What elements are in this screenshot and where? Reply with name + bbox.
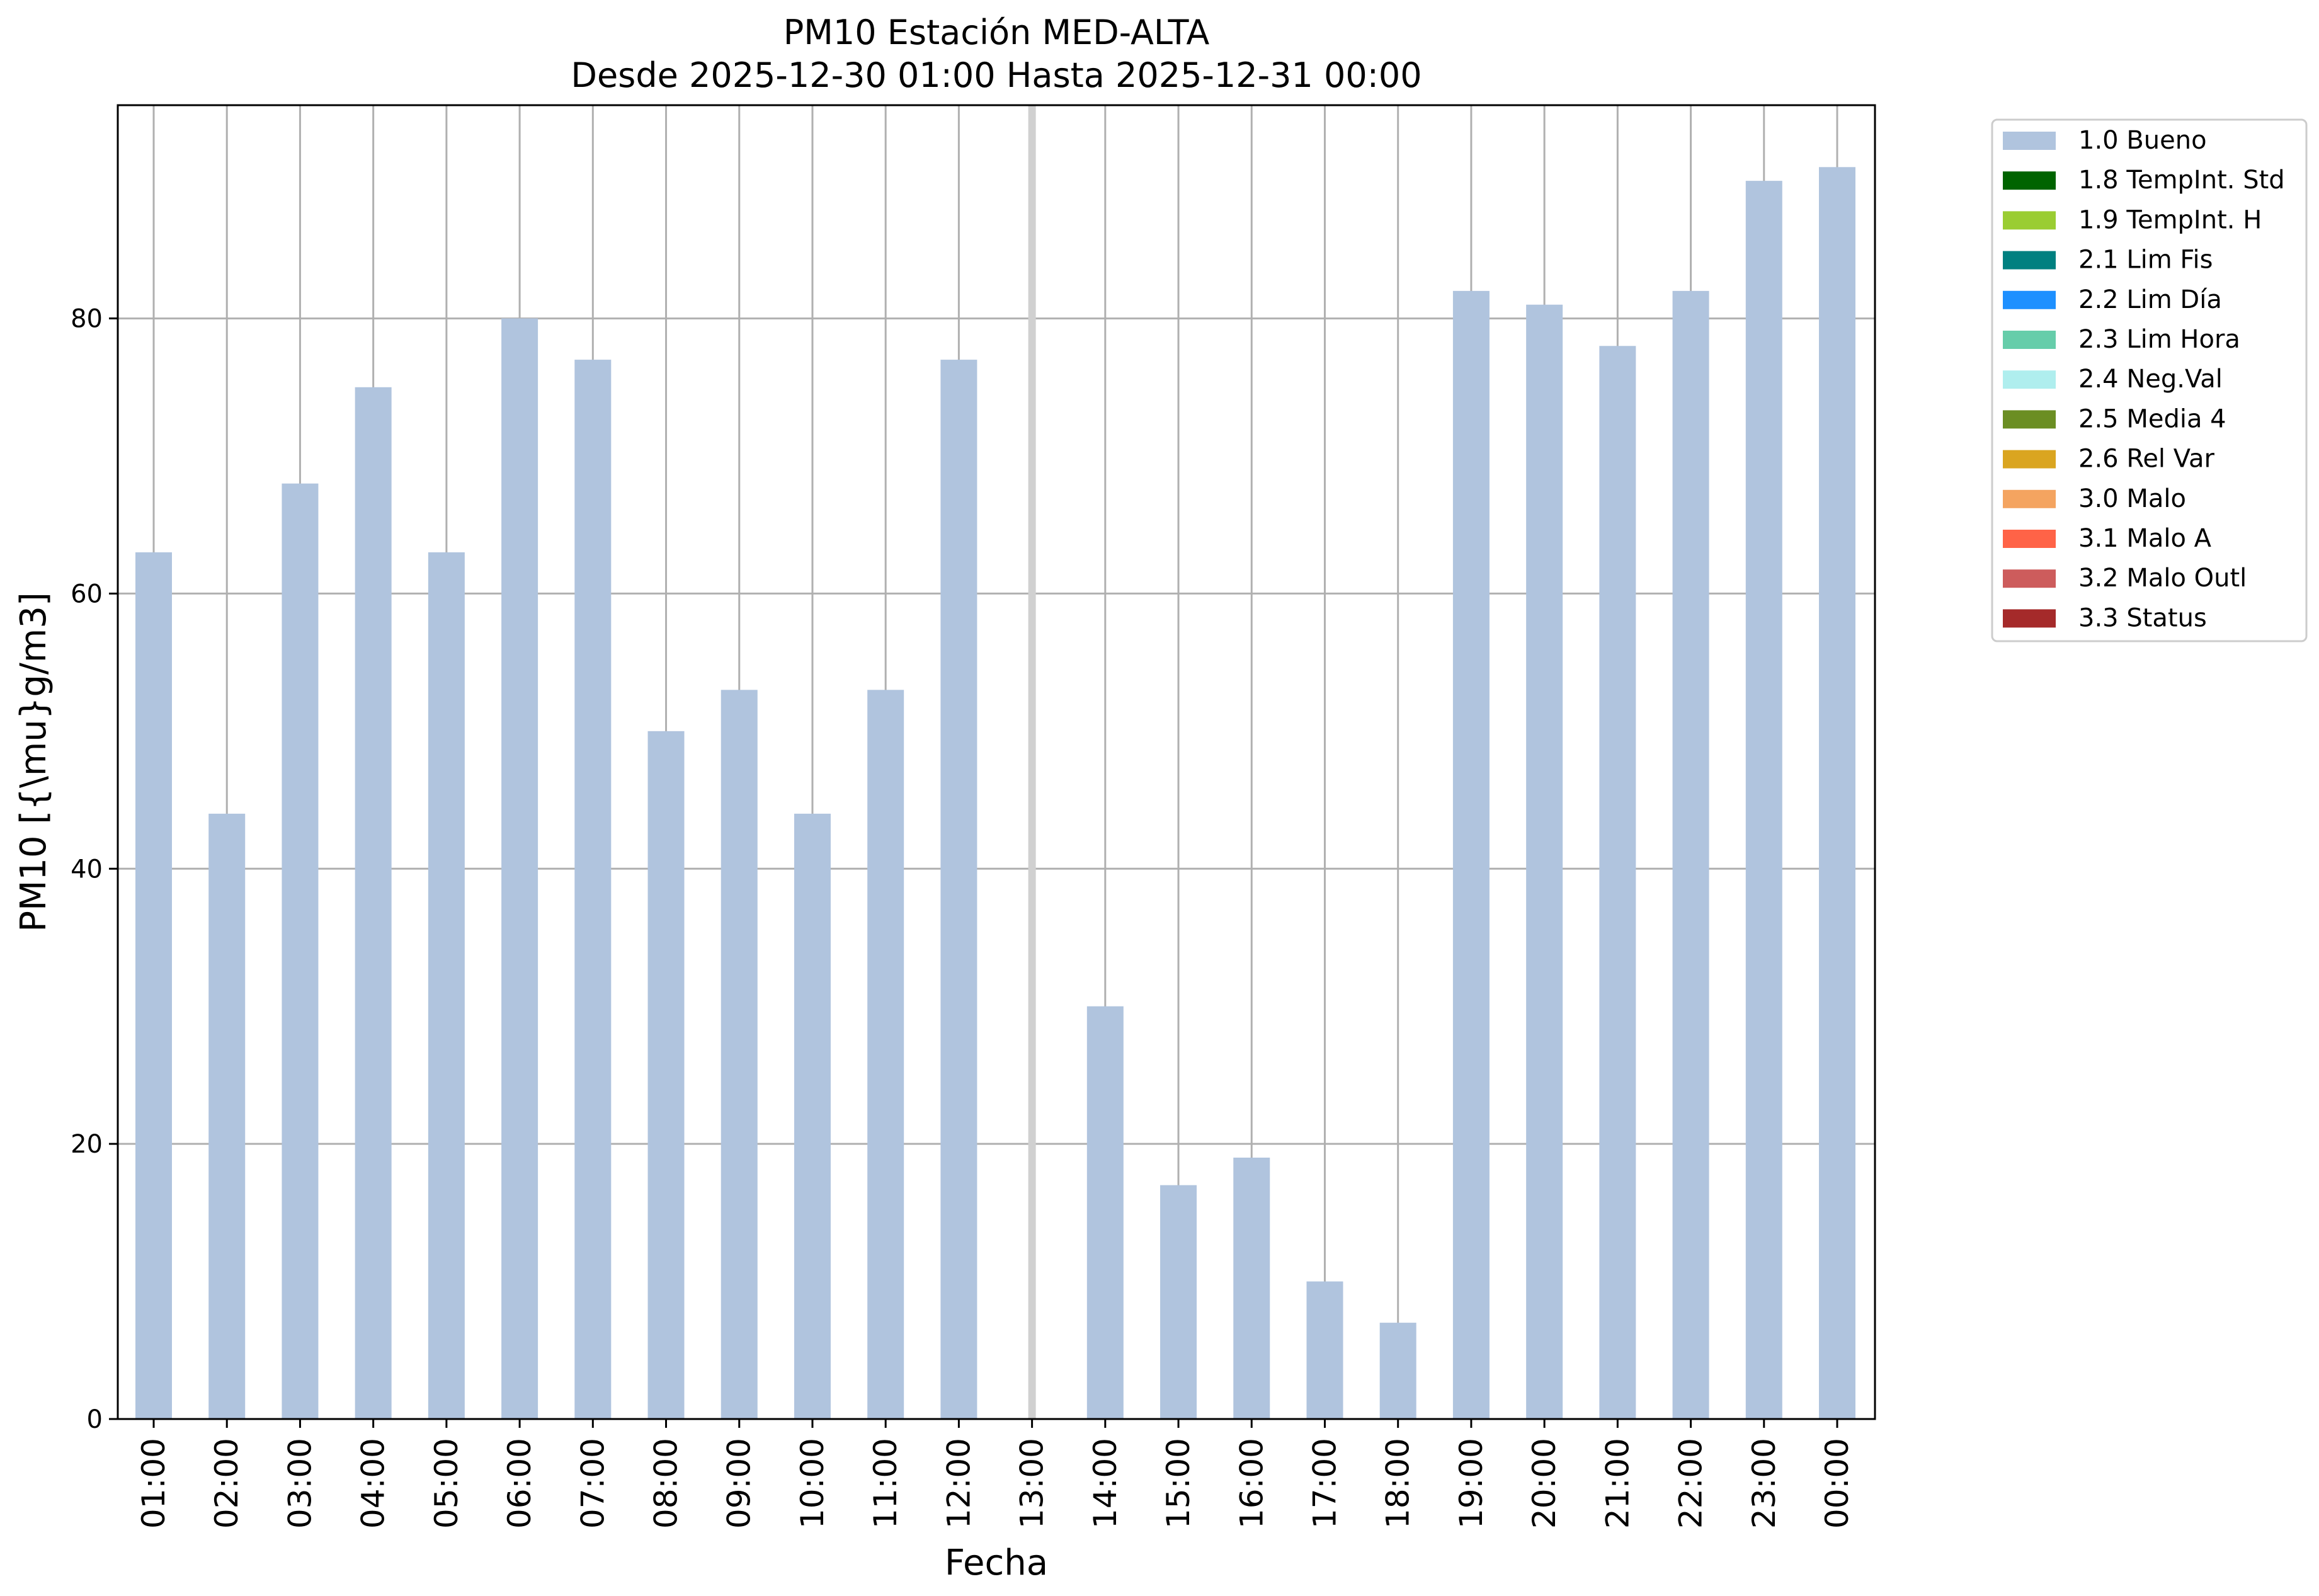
bar [940,360,977,1419]
legend-swatch [2003,331,2056,349]
legend-swatch [2003,171,2056,190]
x-tick-label: 18:00 [1380,1438,1416,1529]
x-tick-label: 23:00 [1746,1438,1782,1529]
y-tick-label: 0 [87,1405,103,1434]
bar [1306,1281,1343,1419]
x-tick-label: 16:00 [1233,1438,1270,1529]
legend-swatch [2003,370,2056,389]
x-tick-label: 14:00 [1087,1438,1124,1529]
legend-entry-label: 2.1 Lim Fis [2078,246,2213,275]
legend-entry-label: 2.4 Neg.Val [2078,365,2223,394]
y-tick-label: 20 [71,1130,103,1159]
x-tick-label: 00:00 [1819,1438,1855,1529]
legend-entry-label: 2.5 Media 4 [2078,404,2226,433]
bar [1526,304,1563,1419]
x-tick-label: 06:00 [501,1438,538,1529]
x-tick-label: 05:00 [428,1438,465,1529]
x-tick-label: 19:00 [1453,1438,1490,1529]
legend-swatch [2003,211,2056,230]
missing-data-marker-layer [1028,105,1036,1419]
legend-entry-label: 3.2 Malo Outl [2078,564,2247,593]
bar [1379,1323,1416,1419]
y-tick-label: 60 [71,579,103,608]
x-tick-label: 02:00 [208,1438,245,1529]
x-tick-label: 15:00 [1160,1438,1197,1529]
legend-swatch [2003,132,2056,150]
bar [1452,290,1490,1419]
legend-entry-label: 1.8 TempInt. Std [2078,166,2285,195]
x-tick-label: 07:00 [574,1438,611,1529]
bar [1599,346,1636,1420]
x-tick-label: 13:00 [1014,1438,1051,1529]
plot-frame [117,104,1876,1420]
bar [1160,1185,1197,1419]
bar [867,690,904,1419]
legend-entry-label: 2.2 Lim Día [2078,285,2222,314]
x-tick-label: 17:00 [1306,1438,1343,1529]
legend-entry-label: 2.3 Lim Hora [2078,325,2240,354]
x-tick-label: 10:00 [794,1438,831,1529]
legend-swatch [2003,290,2056,309]
bar [721,690,758,1419]
bar [135,552,172,1419]
bar [647,731,685,1419]
missing-data-marker [1028,105,1036,1419]
legend-swatch [2003,251,2056,270]
bar [1233,1157,1270,1419]
x-tick-label: 09:00 [721,1438,758,1529]
y-axis-label: PM10 [{\mu}g/m3] [13,592,54,932]
legend-swatch [2003,569,2056,588]
bar [1745,181,1782,1420]
bar [1819,167,1855,1419]
x-tick-label: 01:00 [135,1438,172,1529]
x-tick-label: 12:00 [940,1438,977,1529]
bar [794,813,831,1419]
x-tick-label: 20:00 [1526,1438,1563,1529]
x-tick-label: 04:00 [355,1438,392,1529]
legend-swatch [2003,530,2056,548]
x-tick-label: 21:00 [1599,1438,1636,1529]
legend-entry-label: 1.0 Bueno [2078,126,2207,155]
legend-entry-label: 2.6 Rel Var [2078,445,2215,474]
x-axis-label: Fecha [945,1542,1048,1583]
bars-layer [135,167,1855,1420]
legend-entry-label: 1.9 TempInt. H [2078,205,2262,234]
legend-frame [1991,118,2308,642]
chart-subtitle: Desde 2025-12-30 01:00 Hasta 2025-12-31 … [571,55,1422,95]
x-axis-ticks: 01:00 02:00 03:00 04:00 05:00 06:00 07:00 08:00… [135,1419,1855,1529]
legend-entry-label: 3.1 Malo A [2078,524,2212,553]
bar [282,483,319,1419]
x-tick-label: 22:00 [1673,1438,1709,1529]
x-tick-label: 08:00 [648,1438,685,1529]
legend-swatch [2003,489,2056,508]
legend-swatch [2003,609,2056,628]
y-tick-label: 80 [71,305,103,334]
x-tick-label: 03:00 [282,1438,318,1529]
bar [428,552,465,1419]
legend-swatch [2003,450,2056,469]
bar [355,387,392,1420]
y-axis-ticks: 0 20 40 60 80 [71,305,118,1434]
bar [1672,290,1709,1419]
chart-title: PM10 Estación MED-ALTA [783,13,1210,52]
legend: 1.0 Bueno 1.8 TempInt. Std 1.9 TempInt. H 2… [1991,118,2308,642]
legend-entry-label: 3.3 Status [2078,603,2207,632]
bar [574,360,612,1419]
x-tick-label: 11:00 [867,1438,904,1529]
bar [208,813,246,1419]
legend-entry-label: 3.0 Malo [2078,484,2186,513]
bar [1086,1006,1124,1419]
bar [501,318,538,1420]
y-tick-label: 40 [71,855,103,884]
legend-swatch [2003,410,2056,429]
